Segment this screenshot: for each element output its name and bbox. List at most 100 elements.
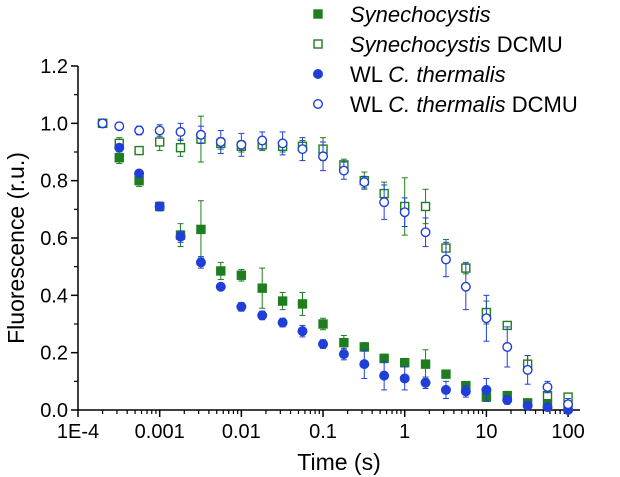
series-syn (97, 118, 573, 412)
x-tick-label: 10 (475, 421, 497, 443)
legend-marker (313, 98, 324, 109)
legend-label-part: WL (350, 92, 388, 117)
series-wl (97, 118, 574, 416)
data-point (441, 369, 451, 379)
legend-item: Synechocystis (313, 2, 491, 27)
data-point (297, 144, 308, 155)
data-point (460, 281, 471, 292)
data-point (297, 299, 308, 309)
data-point (522, 364, 533, 375)
y-tick-label: 0.8 (40, 171, 68, 193)
data-point (481, 313, 492, 324)
data-point (215, 136, 226, 147)
x-tick-label: 0.001 (135, 421, 185, 443)
x-tick-label: 1 (399, 421, 410, 443)
data-point (175, 126, 186, 137)
data-point (399, 373, 410, 384)
data-point (379, 370, 390, 381)
y-axis-title: Fluorescence (r.u.) (3, 152, 29, 344)
data-point (175, 231, 186, 242)
legend-marker (313, 39, 323, 49)
legend-label-part: WL (350, 62, 388, 87)
data-point (420, 359, 431, 369)
x-tick-label: 1E-4 (57, 421, 99, 443)
x-tick-label: 0.1 (309, 421, 337, 443)
series-syn_dcmu (97, 115, 573, 402)
legend-label-part: DCMU (506, 92, 578, 117)
data-point (154, 137, 165, 147)
data-point (359, 177, 370, 188)
data-point (277, 138, 288, 149)
axes-layer: 0.0 0.2 0.4 0.6 0.8 1.0 1.2 1E-4 0.001 0.01 0.1 1 10… (3, 56, 585, 475)
data-point (318, 339, 329, 350)
y-tick-label: 0.0 (40, 400, 68, 422)
data-point (236, 301, 247, 312)
data-point (195, 257, 206, 268)
data-point (154, 125, 165, 136)
y-tick-label: 1.0 (40, 113, 68, 135)
data-point (134, 168, 145, 179)
series-wl_dcmu (97, 118, 574, 411)
marks-layer (97, 115, 574, 416)
x-tick-label: 100 (551, 421, 584, 443)
data-point (420, 227, 431, 238)
data-point (134, 145, 144, 156)
data-point (216, 266, 226, 276)
legend-marker (313, 68, 324, 79)
data-point (420, 377, 431, 388)
data-point (563, 399, 574, 410)
data-point (542, 382, 553, 393)
data-point (277, 296, 288, 306)
data-point (175, 142, 186, 153)
y-tick-label: 0.2 (40, 343, 68, 365)
data-point (236, 139, 247, 150)
data-point (195, 129, 206, 140)
data-point (297, 326, 308, 337)
data-point (502, 341, 513, 352)
data-point (399, 207, 410, 218)
legend-label-part: Synechocystis (350, 2, 491, 27)
legend-label-part: C. thermalis (388, 62, 505, 87)
legend-label: WL C. thermalis DCMU (350, 92, 578, 117)
data-point (440, 384, 451, 395)
data-point (257, 310, 268, 321)
y-tick-label: 0.4 (40, 285, 68, 307)
data-point (114, 142, 125, 153)
data-point (215, 281, 226, 292)
legend-label: WL C. thermalis (350, 62, 506, 87)
data-point (114, 153, 124, 163)
data-point (338, 165, 349, 176)
data-point (318, 319, 328, 329)
legend-label-part: Synechocystis (350, 32, 491, 57)
data-point (359, 359, 370, 370)
data-point (542, 402, 553, 413)
data-point (400, 358, 410, 368)
data-point (236, 270, 247, 280)
data-point (97, 118, 108, 129)
data-point (257, 283, 267, 293)
data-point (481, 384, 492, 395)
y-tick-label: 1.2 (40, 56, 68, 78)
data-point (420, 201, 431, 212)
legend-item: WL C. thermalis (313, 62, 506, 87)
legend-label-part: C. thermalis (388, 92, 505, 117)
data-point (277, 317, 288, 328)
legend-marker (313, 9, 323, 19)
data-point (502, 394, 513, 405)
data-point (440, 254, 451, 265)
x-axis-title: Time (s) (297, 449, 380, 475)
data-point (318, 151, 329, 162)
data-point (338, 349, 349, 360)
legend-item: Synechocystis DCMU (313, 32, 563, 57)
x-tick-label: 0.01 (222, 421, 261, 443)
legend-label: Synechocystis DCMU (350, 32, 563, 57)
data-point (257, 135, 268, 146)
data-point (460, 386, 471, 397)
data-point (114, 121, 125, 132)
data-point (379, 197, 390, 208)
data-point (522, 400, 533, 411)
data-point (196, 224, 206, 235)
